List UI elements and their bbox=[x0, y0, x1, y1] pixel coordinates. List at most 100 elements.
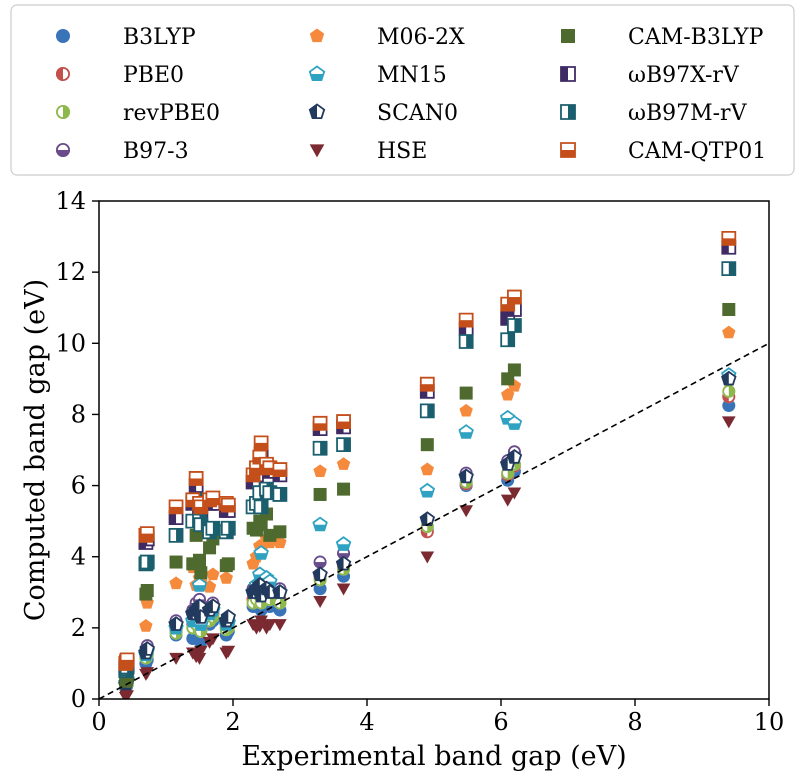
x-tick-label: 2 bbox=[225, 708, 240, 736]
x-tick-label: 0 bbox=[91, 708, 106, 736]
data-point-b3lyp bbox=[313, 582, 327, 596]
legend-marker-b97-3 bbox=[56, 143, 70, 157]
y-tick-label: 2 bbox=[71, 614, 86, 642]
data-point-cam-qtp01 bbox=[220, 497, 236, 513]
legend-item-cam-b3lyp: CAM-B3LYP bbox=[561, 25, 764, 50]
x-tick-label: 4 bbox=[359, 708, 374, 736]
data-point-cam-b3lyp bbox=[254, 518, 268, 532]
data-point-cam-b3lyp bbox=[337, 482, 351, 496]
y-tick-label: 12 bbox=[55, 258, 86, 286]
legend-item-omegab97m-rv: ωB97M-rV bbox=[560, 101, 748, 126]
legend-marker-cam-qtp01 bbox=[560, 142, 576, 158]
reference-line-y-equals-x bbox=[98, 342, 770, 700]
data-point-cam-b3lyp bbox=[189, 528, 203, 542]
legend-label: PBE0 bbox=[123, 63, 184, 88]
legend-label: revPBE0 bbox=[123, 101, 220, 126]
data-point-scan0 bbox=[721, 370, 737, 386]
data-point-mn15 bbox=[191, 577, 208, 592]
data-point-cam-b3lyp bbox=[420, 438, 434, 452]
data-point-cam-qtp01 bbox=[168, 499, 184, 515]
legend-label: B97-3 bbox=[123, 139, 189, 164]
data-point-cam-qtp01 bbox=[312, 415, 328, 431]
data-point-m06-2x bbox=[219, 571, 233, 584]
data-point-cam-b3lyp bbox=[169, 555, 183, 569]
legend-item-scan0: SCAN0 bbox=[308, 101, 458, 126]
data-point-mn15 bbox=[335, 536, 352, 551]
legend-marker-omegab97m-rv bbox=[560, 104, 576, 120]
data-point-revpbe0 bbox=[722, 384, 736, 398]
legend-label: ωB97M-rV bbox=[628, 101, 748, 126]
data-point-omegab97m-rv bbox=[507, 318, 522, 333]
data-point-omegab97m-rv bbox=[458, 334, 474, 349]
x-axis-title: Experimental band gap (eV) bbox=[241, 741, 626, 772]
y-tick-label: 0 bbox=[71, 685, 86, 713]
legend-marker-m06-2x bbox=[309, 28, 325, 43]
data-point-scan0 bbox=[205, 598, 221, 614]
y-tick-label: 10 bbox=[55, 329, 86, 357]
legend-marker-b3lyp bbox=[56, 29, 70, 43]
data-point-cam-qtp01 bbox=[458, 312, 474, 328]
data-point-hse bbox=[221, 645, 236, 658]
data-point-cam-b3lyp bbox=[273, 525, 287, 539]
legend-marker-hse bbox=[309, 144, 325, 158]
legend-item-omegab97x-rv: ωB97X-rV bbox=[560, 63, 740, 88]
x-tick-label: 6 bbox=[493, 708, 508, 736]
data-point-cam-b3lyp bbox=[263, 528, 277, 542]
plot-area bbox=[98, 200, 770, 700]
y-axis: 0 2 4 6 8 10 12 14 bbox=[55, 187, 99, 713]
plot-frame bbox=[98, 200, 770, 700]
x-axis: 0 2 4 6 8 10 bbox=[91, 699, 784, 736]
data-point-cam-qtp01 bbox=[721, 230, 737, 246]
data-points bbox=[118, 230, 737, 699]
data-point-hse bbox=[273, 619, 287, 632]
legend-label: HSE bbox=[377, 139, 427, 164]
x-tick-label: 10 bbox=[754, 708, 785, 736]
legend-item-revpbe0: revPBE0 bbox=[56, 101, 220, 126]
legend-marker-revpbe0 bbox=[56, 105, 70, 119]
data-point-omegab97m-rv bbox=[721, 261, 737, 276]
data-point-omegab97m-rv bbox=[419, 403, 435, 419]
legend-label: CAM-B3LYP bbox=[628, 25, 764, 50]
data-point-hse bbox=[721, 416, 736, 429]
y-tick-label: 8 bbox=[71, 400, 86, 428]
data-point-cam-b3lyp bbox=[459, 386, 473, 400]
legend-item-b97-3: B97-3 bbox=[56, 139, 189, 164]
data-point-m06-2x bbox=[273, 535, 287, 549]
data-point-mn15 bbox=[506, 415, 523, 430]
data-point-scan0 bbox=[506, 448, 523, 464]
data-point-m06-2x bbox=[420, 462, 434, 476]
data-point-scan0 bbox=[312, 566, 328, 582]
x-tick-label: 8 bbox=[627, 708, 642, 736]
legend-item-b3lyp: B3LYP bbox=[56, 25, 196, 50]
data-point-hse bbox=[192, 652, 207, 665]
data-point-scan0 bbox=[220, 609, 237, 624]
legend-marker-scan0 bbox=[308, 103, 326, 120]
data-point-m06-2x bbox=[459, 403, 473, 417]
data-point-hse bbox=[263, 619, 277, 632]
data-point-hse bbox=[313, 595, 327, 609]
data-point-cam-b3lyp bbox=[221, 557, 235, 571]
data-point-omegab97m-rv bbox=[168, 527, 184, 543]
data-point-hse bbox=[500, 494, 515, 507]
data-point-hse bbox=[120, 690, 134, 699]
data-point-cam-qtp01 bbox=[272, 462, 288, 477]
data-point-omegab97m-rv bbox=[500, 332, 516, 348]
legend-label: MN15 bbox=[377, 63, 447, 88]
legend: B3LYP PBE0 revPBE0 B97-3 M06-2X MN15 SCAN0 HSE C… bbox=[10, 4, 795, 176]
data-point-m06-2x bbox=[313, 464, 327, 478]
data-point-cam-b3lyp bbox=[194, 566, 208, 580]
data-point-omegab97m-rv bbox=[220, 520, 236, 536]
data-point-mn15 bbox=[312, 516, 328, 532]
data-point-omegab97m-rv bbox=[312, 440, 328, 456]
data-point-hse bbox=[420, 551, 435, 564]
data-point-m06-2x bbox=[336, 457, 351, 470]
data-point-m06-2x bbox=[206, 567, 220, 581]
data-point-omegab97m-rv bbox=[336, 437, 351, 453]
legend-items: B3LYP PBE0 revPBE0 B97-3 M06-2X MN15 SCAN0 HSE C… bbox=[56, 25, 766, 164]
data-point-omegab97m-rv bbox=[139, 554, 155, 570]
data-point-scan0 bbox=[272, 584, 288, 599]
data-point-cam-qtp01 bbox=[139, 526, 155, 541]
data-point-cam-qtp01 bbox=[419, 376, 435, 392]
data-point-hse bbox=[336, 583, 351, 596]
legend-label: B3LYP bbox=[123, 25, 196, 50]
